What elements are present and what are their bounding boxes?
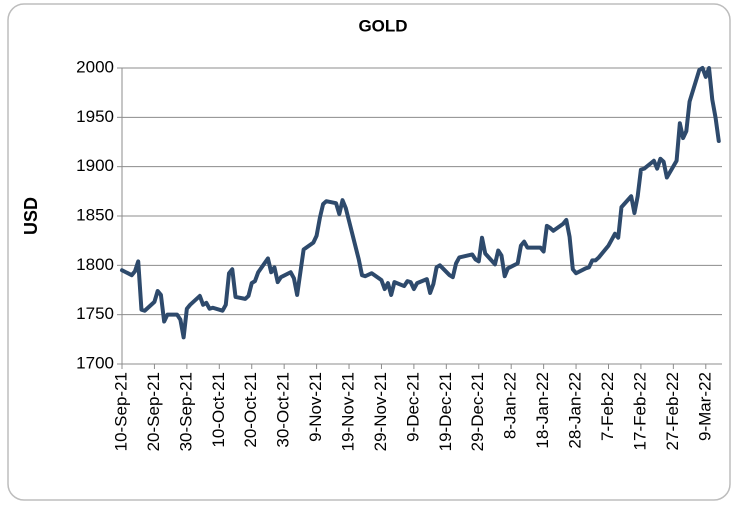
x-tick-label: 9-Nov-21 xyxy=(306,372,325,442)
y-tick-label: 1750 xyxy=(76,304,114,323)
x-tick-label: 19-Dec-21 xyxy=(436,372,455,451)
y-tick-label: 1800 xyxy=(76,255,114,274)
y-tick-label: 2000 xyxy=(76,57,114,76)
x-tick-label: 30-Oct-21 xyxy=(274,372,293,448)
x-tick-label: 20-Oct-21 xyxy=(241,372,260,448)
x-tick-label: 19-Nov-21 xyxy=(339,372,358,451)
x-tick-label: 29-Dec-21 xyxy=(468,372,487,451)
x-tick-label: 28-Jan-22 xyxy=(566,372,585,449)
x-tick-label: 20-Sep-21 xyxy=(144,372,163,451)
x-tick-label: 9-Mar-22 xyxy=(695,372,714,441)
x-tick-label: 8-Jan-22 xyxy=(501,372,520,439)
y-axis-label: USD xyxy=(21,197,41,235)
x-tick-label: 10-Sep-21 xyxy=(111,372,130,451)
y-tick-label: 1900 xyxy=(76,156,114,175)
price-line xyxy=(120,66,721,340)
x-tick-label: 30-Sep-21 xyxy=(176,372,195,451)
x-tick-label: 9-Dec-21 xyxy=(403,372,422,442)
chart-title: GOLD xyxy=(358,16,407,35)
y-tick-label: 1950 xyxy=(76,107,114,126)
x-tick-label: 17-Feb-22 xyxy=(630,372,649,450)
chart-frame xyxy=(7,3,731,501)
x-tick-label: 27-Feb-22 xyxy=(663,372,682,450)
x-tick-label: 18-Jan-22 xyxy=(533,372,552,449)
y-tick-label: 1850 xyxy=(76,205,114,224)
y-tick-label: 1700 xyxy=(76,353,114,372)
x-tick-label: 29-Nov-21 xyxy=(371,372,390,451)
x-tick-label: 7-Feb-22 xyxy=(598,372,617,441)
x-tick-label: 10-Oct-21 xyxy=(209,372,228,448)
